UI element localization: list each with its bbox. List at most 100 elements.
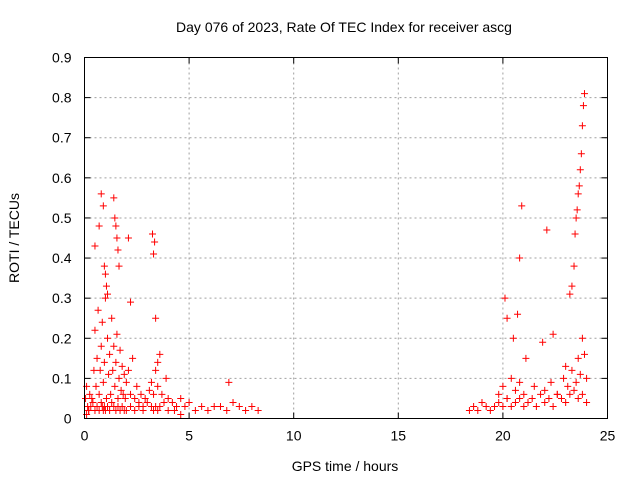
data-point: [566, 290, 574, 298]
x-tick-label: 20: [495, 428, 511, 444]
x-tick-label: 25: [600, 428, 616, 444]
data-point: [499, 382, 507, 390]
data-point: [119, 390, 127, 398]
data-point: [99, 378, 107, 386]
data-point: [574, 354, 582, 362]
data-point: [491, 402, 499, 410]
data-point: [131, 406, 139, 414]
data-point: [158, 390, 166, 398]
data-point: [156, 402, 164, 410]
data-point: [104, 334, 112, 342]
data-point: [141, 394, 149, 402]
data-point: [118, 362, 126, 370]
data-point: [465, 406, 473, 414]
y-tick-label: 0.2: [52, 330, 72, 346]
data-point: [507, 402, 515, 410]
data-point: [532, 402, 540, 410]
data-point: [576, 166, 584, 174]
data-point: [509, 334, 517, 342]
data-point: [127, 298, 135, 306]
data-point: [537, 390, 545, 398]
data-point: [191, 406, 199, 414]
data-point: [185, 398, 193, 406]
data-point: [572, 214, 580, 222]
data-point: [518, 202, 526, 210]
data-point: [511, 386, 519, 394]
data-point: [112, 358, 120, 366]
data-point: [572, 378, 580, 386]
data-point: [583, 398, 591, 406]
data-point: [148, 230, 156, 238]
data-point: [91, 326, 99, 334]
data-point: [94, 306, 102, 314]
data-point: [170, 406, 178, 414]
data-point: [543, 226, 551, 234]
data-point: [568, 366, 576, 374]
grid-lines: [84, 57, 608, 419]
data-point: [93, 354, 101, 362]
data-point: [113, 330, 121, 338]
data-point: [511, 398, 519, 406]
data-point: [495, 398, 503, 406]
y-tick-label: 0.7: [52, 130, 72, 146]
data-point: [111, 382, 119, 390]
data-point: [242, 406, 250, 414]
data-point: [168, 398, 176, 406]
y-tick-label: 0.5: [52, 210, 72, 226]
data-point: [98, 318, 106, 326]
data-point: [524, 398, 532, 406]
data-point: [82, 394, 90, 402]
data-point: [85, 406, 93, 414]
data-point: [254, 406, 262, 414]
data-point: [173, 402, 181, 410]
data-point: [152, 366, 160, 374]
data-point: [124, 234, 132, 242]
data-point: [478, 398, 486, 406]
data-point: [553, 390, 561, 398]
data-point: [577, 150, 585, 158]
data-point: [124, 366, 132, 374]
y-tick-label: 0.1: [52, 370, 72, 386]
plot-frame: [84, 57, 608, 419]
data-point: [576, 370, 584, 378]
data-point: [147, 378, 155, 386]
data-point: [578, 390, 586, 398]
data-point: [545, 394, 553, 402]
x-tick-label: 15: [391, 428, 407, 444]
data-point: [97, 190, 105, 198]
data-point: [248, 402, 256, 410]
data-point: [549, 330, 557, 338]
data-point: [507, 374, 515, 382]
data-point: [102, 282, 110, 290]
data-point: [470, 402, 478, 410]
data-point: [503, 314, 511, 322]
data-point: [121, 394, 129, 402]
data-point: [528, 394, 536, 402]
data-point: [152, 314, 160, 322]
data-point: [229, 398, 237, 406]
data-point: [95, 222, 103, 230]
data-point: [580, 350, 588, 358]
data-point: [520, 390, 528, 398]
data-point: [177, 394, 185, 402]
data-point: [573, 206, 581, 214]
data-point: [562, 398, 570, 406]
data-point: [154, 382, 162, 390]
chart-title: Day 076 of 2023, Rate Of TEC Index for r…: [176, 19, 512, 35]
y-axis-label: ROTI / TECUs: [6, 193, 22, 283]
data-point: [145, 386, 153, 394]
data-point: [578, 334, 586, 342]
data-point: [131, 394, 139, 402]
data-point: [574, 190, 582, 198]
data-point: [557, 394, 565, 402]
data-point: [113, 234, 121, 242]
data-point: [516, 378, 524, 386]
y-tick-label: 0.4: [52, 250, 72, 266]
data-point: [570, 262, 578, 270]
data-point: [107, 390, 115, 398]
data-point: [104, 290, 112, 298]
data-point: [104, 402, 112, 410]
data-point: [579, 102, 587, 110]
data-point: [137, 390, 145, 398]
data-point: [562, 362, 570, 370]
